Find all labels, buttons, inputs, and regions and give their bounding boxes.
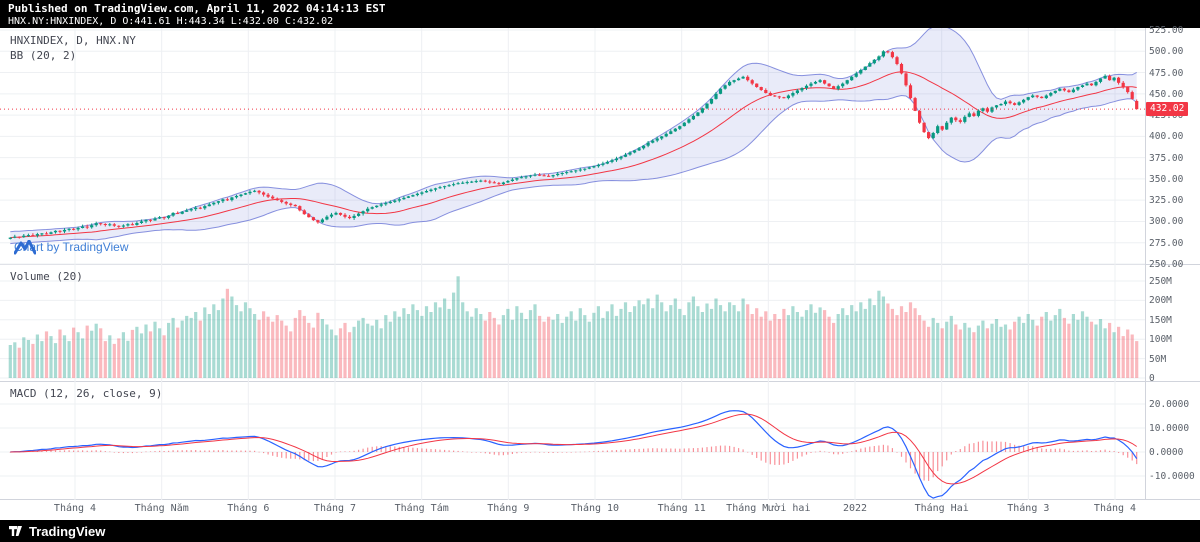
volume-axis[interactable]: 250M 200M 150M 100M 50M 0	[1146, 265, 1200, 384]
macd-histogram	[9, 440, 1138, 481]
time-axis-label: Tháng 3	[1007, 503, 1050, 514]
price-grid	[0, 28, 1145, 265]
macd-line	[10, 410, 1138, 499]
price-axis-label: 450.00	[1149, 88, 1184, 100]
time-axis-label: Tháng 11	[657, 503, 706, 514]
macd-legend: MACD (12, 26, close, 9)	[10, 387, 163, 400]
volume-axis-label: 50M	[1149, 353, 1167, 365]
volume-chart-canvas[interactable]	[0, 265, 1145, 382]
volume-grid	[0, 265, 1145, 382]
tradingview-watermark[interactable]: Chart by TradingView	[14, 240, 129, 255]
published-line: Published on TradingView.com, April 11, …	[8, 2, 386, 15]
time-axis-label: Tháng 4	[53, 503, 97, 514]
last-price-label: 432.02	[1146, 102, 1189, 117]
bb-legend: BB (20, 2)	[10, 49, 77, 62]
footer-bar: TradingView	[0, 520, 1200, 542]
price-axis-label: 475.00	[1149, 67, 1184, 79]
price-axis-label: 250.00	[1149, 259, 1184, 270]
macd-axis-label: 20.0000	[1149, 399, 1190, 410]
price-axis-label: 400.00	[1149, 131, 1184, 143]
macd-axis[interactable]: 20.0000 10.0000 0.0000 -10.0000	[1146, 382, 1200, 499]
macd-axis-label: -10.0000	[1149, 471, 1195, 482]
price-axis-label: 500.00	[1149, 46, 1184, 58]
symbol-legend: HNXINDEX, D, HNX.NY	[10, 34, 136, 47]
macd-axis-label: 10.0000	[1149, 423, 1190, 434]
volume-legend: Volume (20)	[10, 270, 83, 283]
volume-axis-label: 150M	[1149, 314, 1172, 326]
symbol-ohlc-line: HNX.NY:HNXINDEX, D O:441.61 H:443.34 L:4…	[8, 16, 334, 27]
price-axis-label: 350.00	[1149, 173, 1184, 185]
watermark-label: Chart by TradingView	[14, 240, 129, 254]
time-axis-label: Tháng 10	[570, 503, 620, 514]
price-axis-label: 525.00	[1149, 25, 1184, 36]
time-axis[interactable]: Tháng 4 Tháng Năm Tháng 6 Tháng 7 Tháng Tám T…	[0, 500, 1200, 520]
time-axis-label: Tháng Mười hai	[726, 503, 811, 514]
time-axis-label: Tháng 6	[227, 503, 270, 514]
chart-area: HNXINDEX, D, HNX.NY BB (20, 2) Chart by …	[0, 25, 1200, 520]
bollinger-bands	[10, 28, 1138, 245]
volume-pane[interactable]: Volume (20) 250M 200M 150M 100M 50M 0	[0, 265, 1200, 384]
time-axis-label: Tháng 7	[313, 503, 357, 514]
tradingview-paperplane-icon	[14, 240, 36, 255]
macd-pane[interactable]: MACD (12, 26, close, 9) 20.0000 10.0000 0.…	[0, 382, 1200, 500]
candles	[8, 50, 1139, 240]
time-axis-label: Tháng 9	[487, 503, 530, 514]
macd-grid	[0, 382, 1145, 500]
tradingview-brand: TradingView	[29, 523, 106, 539]
price-axis-label: 375.00	[1149, 152, 1184, 164]
price-chart-canvas[interactable]	[0, 28, 1145, 265]
volume-axis-label: 250M	[1149, 276, 1172, 287]
time-axis-label: Tháng 4	[1093, 503, 1137, 514]
time-axis-label: 2022	[842, 503, 868, 514]
time-axis-label: Tháng Tám	[394, 503, 449, 514]
volume-bars	[8, 276, 1139, 378]
price-axis[interactable]: 525.00500.00475.00450.00425.00400.00375.…	[1146, 25, 1200, 270]
price-pane[interactable]: HNXINDEX, D, HNX.NY BB (20, 2) Chart by …	[0, 25, 1200, 270]
volume-axis-label: 0	[1149, 373, 1155, 384]
volume-axis-label: 100M	[1149, 334, 1172, 346]
price-axis-label: 325.00	[1149, 195, 1184, 207]
volume-axis-label: 200M	[1149, 295, 1172, 307]
tradingview-logo-icon	[9, 526, 22, 536]
price-axis-label: 275.00	[1149, 237, 1184, 249]
price-scale-separator	[1145, 28, 1146, 500]
publish-header: Published on TradingView.com, April 11, …	[0, 0, 1200, 28]
time-axis-label: Tháng Hai	[914, 503, 969, 514]
macd-signal-line	[10, 413, 1137, 485]
price-axis-label: 300.00	[1149, 216, 1184, 228]
time-axis-label: Tháng Năm	[134, 503, 189, 514]
macd-chart-canvas[interactable]	[0, 382, 1145, 500]
macd-axis-label: 0.0000	[1149, 447, 1184, 458]
price-legend: HNXINDEX, D, HNX.NY BB (20, 2)	[10, 34, 136, 63]
